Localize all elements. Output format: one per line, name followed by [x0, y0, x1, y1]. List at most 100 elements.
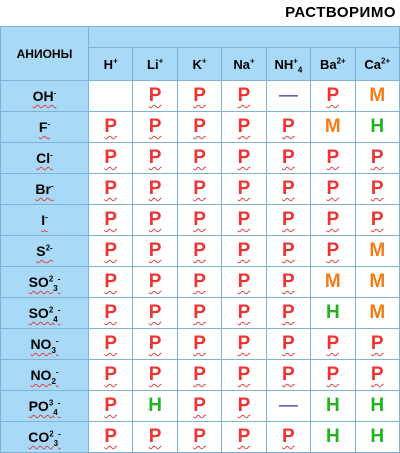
anion-charge: -: [50, 181, 54, 191]
cation-symbol: H: [103, 56, 114, 72]
table-body: OH- Р Р Р — Р М F- Р Р Р Р Р М Н Cl- Р Р Р Р Р Р Р Br- Р Р Р Р Р Р Р I-…: [0, 80, 400, 453]
solubility-value: М: [324, 271, 341, 292]
solubility-cell: Р: [265, 235, 312, 267]
anion-charge: 2: [49, 429, 54, 439]
solubility-cell: Р: [310, 80, 356, 112]
solubility-cell: Р: [87, 266, 134, 298]
anion-symbol: S: [36, 243, 46, 259]
anion-charge-sign: -: [57, 274, 61, 284]
solubility-cell: Р: [310, 235, 356, 267]
solubility-value: Р: [282, 271, 295, 292]
solubility-cell: Р: [176, 297, 223, 329]
solubility-value: Р: [237, 333, 251, 354]
solubility-cell: Р: [265, 204, 312, 236]
cation-charge: +: [113, 56, 118, 66]
solubility-value: Р: [282, 240, 295, 261]
solubility-value: Р: [326, 178, 340, 199]
solubility-value: Р: [282, 147, 295, 168]
solubility-cell: Р: [354, 328, 400, 360]
solubility-cell: Р: [132, 80, 178, 112]
solubility-value: Р: [326, 147, 340, 168]
solubility-cell: Р: [176, 266, 223, 298]
cation-group-header: [88, 26, 400, 48]
solubility-value: Р: [104, 302, 118, 323]
cation-symbol: NH: [274, 56, 294, 72]
solubility-cell: Р: [310, 142, 356, 174]
solubility-value: Р: [148, 426, 162, 447]
solubility-cell: Р: [221, 111, 267, 143]
solubility-value: Р: [193, 116, 206, 137]
solubility-value: Р: [237, 271, 251, 292]
anion-label: SO24-: [0, 297, 89, 329]
cation-header-3: Na+: [221, 47, 267, 81]
solubility-value: Р: [282, 333, 295, 354]
table-row: SO23- Р Р Р Р Р М М: [0, 266, 400, 298]
solubility-value: Н: [325, 302, 340, 323]
table-row: OH- Р Р Р — Р М: [0, 80, 400, 112]
solubility-value: Н: [370, 395, 385, 416]
solubility-value: —: [278, 85, 298, 106]
solubility-cell: Р: [265, 359, 312, 391]
solubility-value: Н: [325, 395, 340, 416]
anion-label: SO23-: [0, 266, 89, 298]
solubility-cell: Р: [265, 111, 312, 143]
solubility-cell: Р: [310, 204, 356, 236]
solubility-value: Р: [104, 240, 118, 261]
solubility-cell: Р: [221, 80, 267, 112]
cation-charge: +: [293, 56, 298, 66]
anion-charge: 2-: [45, 243, 53, 253]
solubility-value: Р: [104, 271, 118, 292]
solubility-value: М: [369, 271, 386, 292]
solubility-value: Р: [326, 240, 340, 261]
solubility-value: Р: [237, 426, 251, 447]
cation-subscript: 4: [297, 65, 303, 75]
solubility-value: Н: [325, 426, 340, 447]
solubility-value: Н: [370, 116, 385, 137]
cation-charge: 2+: [381, 56, 391, 66]
solubility-value: Р: [282, 302, 295, 323]
solubility-value: Р: [282, 178, 295, 199]
anion-charge: 2: [48, 274, 54, 284]
solubility-cell: Р: [221, 235, 267, 267]
solubility-value: Р: [370, 178, 384, 199]
anion-symbol: F: [38, 119, 48, 135]
table-row: F- Р Р Р Р Р М Н: [0, 111, 400, 143]
anion-subscript: 4: [53, 407, 58, 417]
cation-symbol: Na: [233, 56, 250, 72]
anion-subscript: 3: [51, 345, 56, 355]
anion-charge-sign: -: [55, 367, 59, 377]
anion-column-header: АНИОНЫ: [0, 26, 89, 81]
solubility-value: М: [369, 85, 386, 106]
anion-label: Cl-: [0, 142, 89, 174]
anion-symbol: NO: [30, 367, 52, 383]
solubility-value: Р: [326, 209, 340, 230]
anion-charge: -: [45, 212, 48, 222]
solubility-cell: М: [310, 266, 356, 298]
solubility-value: Р: [193, 147, 206, 168]
solubility-cell: Р: [132, 421, 178, 453]
solubility-cell: Р: [132, 297, 178, 329]
solubility-cell: Р: [87, 173, 134, 205]
anion-symbol: NO: [30, 336, 52, 352]
solubility-value: Р: [148, 333, 162, 354]
cation-header-5: Ba2+: [310, 47, 356, 81]
anion-symbol: Br: [35, 181, 51, 197]
solubility-value: Р: [193, 85, 206, 106]
solubility-value: Р: [193, 364, 206, 385]
anion-label: NO3-: [0, 328, 89, 360]
anion-label: OH-: [0, 80, 89, 112]
solubility-value: Р: [370, 147, 384, 168]
solubility-value: Р: [104, 333, 118, 354]
solubility-cell: Р: [132, 235, 178, 267]
anion-charge: -: [47, 119, 51, 129]
solubility-cell: Р: [354, 359, 400, 391]
solubility-value: Р: [148, 240, 162, 261]
solubility-cell: Р: [176, 390, 223, 422]
anion-label: S2-: [0, 235, 89, 267]
cation-header-4: NH+4: [265, 47, 312, 81]
solubility-table: АНИОНЫ H+ Li+ K+ Na+ NH+4 Ba2+ Ca2+ OH- Р Р Р — Р М F…: [0, 26, 400, 453]
anion-charge-sign: -: [55, 336, 59, 346]
solubility-cell: Р: [132, 328, 178, 360]
solubility-cell: Н: [354, 111, 400, 143]
anion-symbol: CO: [28, 429, 50, 445]
